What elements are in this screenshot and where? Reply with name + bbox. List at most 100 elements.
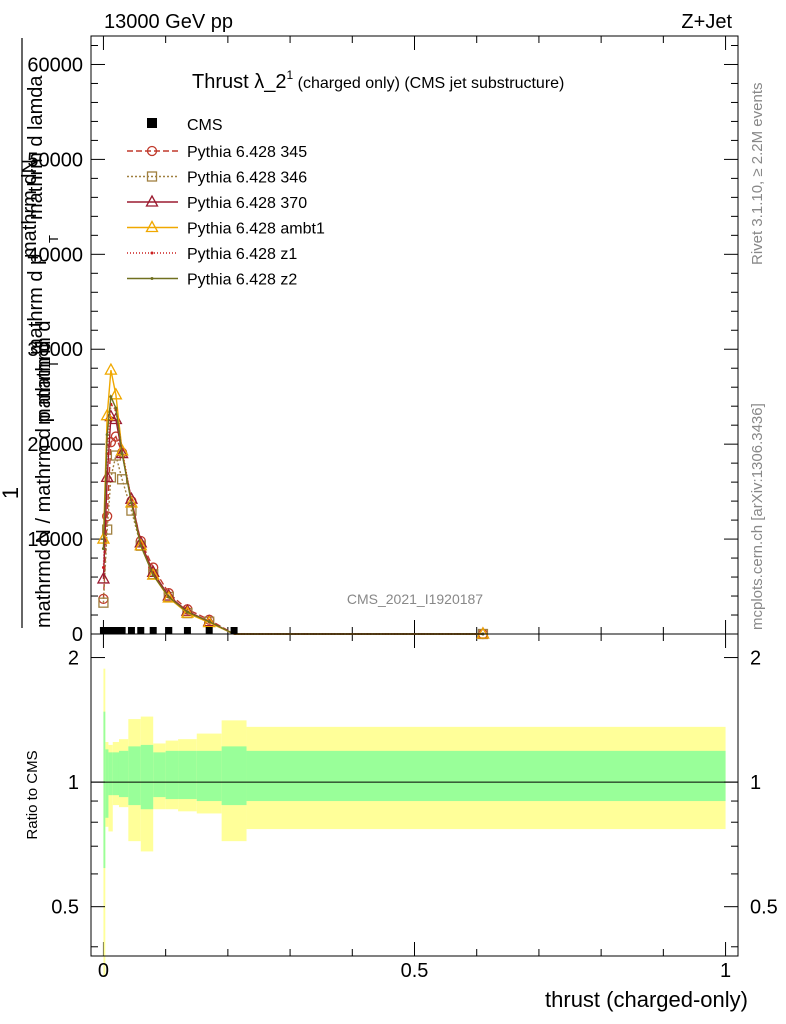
data-point-triangle [100, 470, 114, 483]
y-tick-label: 10000 [27, 529, 83, 551]
data-point-dot [150, 277, 154, 280]
cms-data-point [112, 627, 120, 634]
legend-label: Pythia 6.428 z1 [187, 246, 297, 263]
ratio-tick-label-right: 1 [750, 772, 761, 794]
ratio-tick-label-right: 0.5 [750, 897, 778, 919]
main-y-tick-labels: 0 10000 20000 30000 40000 50000 60000 [27, 54, 83, 646]
ratio-ticks [91, 657, 738, 948]
ratio-tick-labels: 0.5 0.5 1 1 2 2 [51, 648, 778, 919]
y-label-sub-t: T [46, 360, 61, 368]
data-point-dot [150, 251, 154, 255]
ratio-band-green [118, 750, 129, 798]
data-point-dot [167, 595, 171, 599]
y-axis-label: 1 mathrmd N / mathrm d p T mathrm d math… [0, 38, 61, 628]
data-point-dot [151, 573, 155, 577]
legend-label: Pythia 6.428 z2 [187, 272, 297, 289]
data-point-dot [101, 566, 105, 570]
y-label-dlambda: mathrm d lamda [25, 75, 47, 220]
main-ticks [91, 36, 738, 956]
title-sup: 1 [286, 68, 293, 82]
ratio-band-green [153, 752, 166, 798]
title-main: Thrust λ_2 [192, 71, 286, 93]
cms-data-point [165, 627, 173, 634]
data-point-square [110, 450, 122, 461]
cms-data-point [205, 627, 213, 634]
cms-data-point [183, 627, 191, 634]
ratio-tick-label: 1 [68, 772, 79, 794]
legend-label: Pythia 6.428 370 [187, 195, 307, 212]
data-point-dot [101, 547, 105, 551]
title-rest: (charged only) (CMS jet substructure) [293, 75, 564, 92]
cms-data-point [230, 627, 238, 634]
x-tick-label: 0 [98, 960, 109, 982]
y-label-dp: mathrm d p [25, 254, 47, 355]
y-tick-label: 30000 [27, 339, 83, 361]
x-tick-labels: 0 0.5 1 [98, 960, 731, 982]
y-tick-label: 20000 [27, 434, 83, 456]
x-tick-label: 1 [720, 960, 731, 982]
data-point-square [146, 171, 158, 182]
ratio-tick-label: 0.5 [51, 897, 79, 919]
x-axis-label: thrust (charged-only) [545, 987, 748, 1012]
y-label-numerator: mathrm dN [19, 159, 41, 258]
ratio-band-green [128, 746, 141, 806]
data-point-triangle [124, 495, 139, 508]
ratio-y-label: Ratio to CMS [24, 750, 41, 839]
legend-cms-marker [147, 118, 157, 128]
cms-data-point [118, 627, 126, 634]
y-label-sub-t2: T [46, 235, 61, 243]
cms-data-point [137, 627, 145, 634]
cms-data-point [149, 627, 157, 634]
data-point-dot [129, 501, 133, 505]
data-point-triangle [476, 626, 490, 639]
data-point-dot [120, 452, 124, 456]
cms-data-point [99, 627, 107, 634]
data-point-dot [114, 406, 118, 410]
legend-label: Pythia 6.428 ambt1 [187, 221, 325, 238]
cms-data-point [103, 627, 111, 634]
legend-label: Pythia 6.428 345 [187, 144, 307, 161]
y-tick-label: 50000 [27, 149, 83, 171]
ratio-band-green [165, 750, 179, 800]
data-point-triangle [96, 571, 111, 584]
ratio-band-green [112, 752, 119, 796]
data-point-triangle [115, 446, 129, 459]
data-point-triangle [134, 538, 148, 551]
ratio-panel: 0.5 0.5 1 1 2 2 Ratio to CMS [24, 633, 778, 976]
series-group [98, 431, 489, 640]
ratio-band-green [140, 744, 154, 810]
series-layer [96, 362, 490, 640]
rivet-label: Rivet 3.1.10, ≥ 2.2M events [749, 83, 766, 266]
data-point-dot [207, 620, 211, 624]
legend: CMS Pythia 6.428 345 Pythia 6.428 346 Pythi… [127, 117, 325, 289]
ratio-tick-label-right: 2 [750, 648, 761, 670]
y-label-denominator: mathrmd N / mathrm d p [33, 411, 55, 628]
ratio-band-green [246, 750, 726, 802]
ratio-band-green [221, 746, 247, 806]
y-label-d2: mathrm d [33, 321, 55, 405]
ratio-frame [90, 633, 739, 957]
series-group [98, 450, 489, 640]
plot-title: Thrust λ_21 (charged only) (CMS jet subs… [192, 68, 564, 93]
energy-label: 13000 GeV pp [104, 11, 233, 33]
legend-label: Pythia 6.428 346 [187, 170, 307, 187]
data-point-dot [109, 395, 113, 399]
y-tick-label: 40000 [27, 244, 83, 266]
data-point-circle [146, 145, 158, 157]
process-label: Z+Jet [681, 11, 732, 33]
data-point-triangle [145, 220, 159, 233]
cms-data-point [127, 627, 135, 634]
data-point-square [98, 597, 109, 608]
series-line [102, 455, 483, 635]
data-point-square [102, 524, 113, 535]
data-point-triangle [109, 387, 123, 400]
data-point-dot [185, 610, 189, 614]
ratio-bands [103, 668, 726, 976]
ratio-band-green [108, 752, 113, 796]
data-point-triangle [104, 409, 118, 422]
data-point-triangle [146, 567, 160, 580]
cms-data-layer [99, 627, 238, 634]
x-tick-label: 0.5 [401, 960, 429, 982]
ratio-band-green [196, 750, 222, 802]
